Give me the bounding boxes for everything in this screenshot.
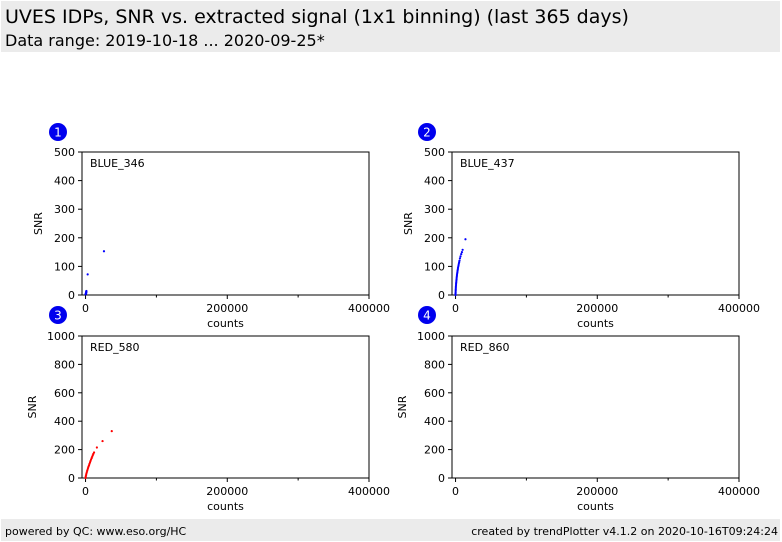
panel-number-label: 1 [54,126,62,140]
y-axis-label: SNR [32,212,45,235]
x-axis-label: counts [577,500,614,513]
y-tick-label: 200 [54,232,75,245]
x-axis-label: counts [207,317,244,330]
y-tick-label: 400 [54,175,75,188]
data-point [95,446,98,449]
y-tick-label: 800 [54,358,75,371]
panel-number-badge [418,123,436,141]
x-tick-label: 200000 [576,302,618,315]
plot-frame [451,151,740,296]
x-axis-label: counts [577,317,614,330]
data-point [110,430,113,433]
data-point [101,439,104,443]
x-tick-label: 400000 [718,485,760,498]
data-point [92,451,96,454]
panel-setting-label: BLUE_346 [90,157,145,170]
plot-panel-3: 3 0 200000 400000 0 200 400 600 800 1000 counts SNR… [26,306,390,513]
panel-setting-label: RED_580 [90,341,140,354]
x-tick-label: 200000 [206,302,248,315]
plot-panel-2: 2 0 200000 400000 0 100 200 300 400 500 counts SNR B… [402,123,760,330]
data-point [458,259,461,262]
y-tick-label: 400 [424,175,445,188]
y-tick-label: 1000 [47,330,75,343]
header-bar: UVES IDPs, SNR vs. extracted signal (1x1… [1,1,780,52]
y-tick-label: 0 [438,472,445,485]
y-tick-label: 400 [54,415,75,428]
y-tick-label: 800 [424,358,445,371]
y-tick-label: 600 [54,387,75,400]
data-point [461,248,464,251]
y-tick-label: 1000 [417,330,445,343]
plot-frame [451,335,740,479]
y-tick-label: 0 [68,289,75,302]
data-point [102,250,106,253]
y-tick-label: 200 [424,232,445,245]
footer-created-by: created by trendPlotter v4.1.2 on 2020-1… [471,525,778,538]
y-tick-label: 500 [424,146,445,159]
panel-number-label: 3 [54,309,62,323]
y-tick-label: 600 [424,387,445,400]
panel-number-label: 4 [423,309,431,323]
data-point [460,253,463,256]
y-axis-label: SNR [396,395,409,418]
x-tick-label: 400000 [348,485,390,498]
plot-frame [81,335,370,479]
x-tick-label: 0 [82,485,89,498]
y-tick-label: 300 [54,203,75,216]
footer-bar: powered by QC: www.eso.org/HC created by… [1,519,780,541]
y-tick-label: 400 [424,415,445,428]
x-tick-label: 200000 [576,485,618,498]
data-point [459,255,462,258]
y-tick-label: 0 [68,472,75,485]
panel-number-badge [49,306,67,324]
x-tick-label: 400000 [348,302,390,315]
plot-panel-4: 4 0 200000 400000 0 200 400 600 800 1000 counts SNR… [396,306,760,513]
x-axis-label: counts [207,500,244,513]
x-tick-label: 0 [82,302,89,315]
y-tick-label: 500 [54,146,75,159]
data-point [460,251,464,254]
y-tick-label: 200 [54,444,75,457]
panel-number-label: 2 [423,126,431,140]
data-point [464,238,467,241]
x-tick-label: 400000 [718,302,760,315]
x-tick-label: 0 [452,485,459,498]
y-tick-label: 100 [54,260,75,273]
data-point [86,273,89,276]
panel-setting-label: BLUE_437 [460,157,515,170]
y-axis-label: SNR [26,395,39,418]
panel-number-badge [49,123,67,141]
footer-powered-by: powered by QC: www.eso.org/HC [5,525,187,538]
plot-frame [81,151,370,296]
data-point [458,257,462,260]
panel-number-badge [418,306,436,324]
x-tick-label: 0 [452,302,459,315]
page-title: UVES IDPs, SNR vs. extracted signal (1x1… [5,6,629,28]
panel-setting-label: RED_860 [460,341,510,354]
data-point [85,292,88,295]
y-tick-label: 300 [424,203,445,216]
y-tick-label: 200 [424,444,445,457]
plot-panel-1: 1 0 200000 400000 0 100 200 300 400 500 counts SNR B… [32,123,390,330]
x-tick-label: 200000 [206,485,248,498]
y-tick-label: 100 [424,260,445,273]
data-range-subtitle: Data range: 2019-10-18 ... 2020-09-25* [5,31,325,50]
y-axis-label: SNR [402,212,415,235]
y-tick-label: 0 [438,289,445,302]
